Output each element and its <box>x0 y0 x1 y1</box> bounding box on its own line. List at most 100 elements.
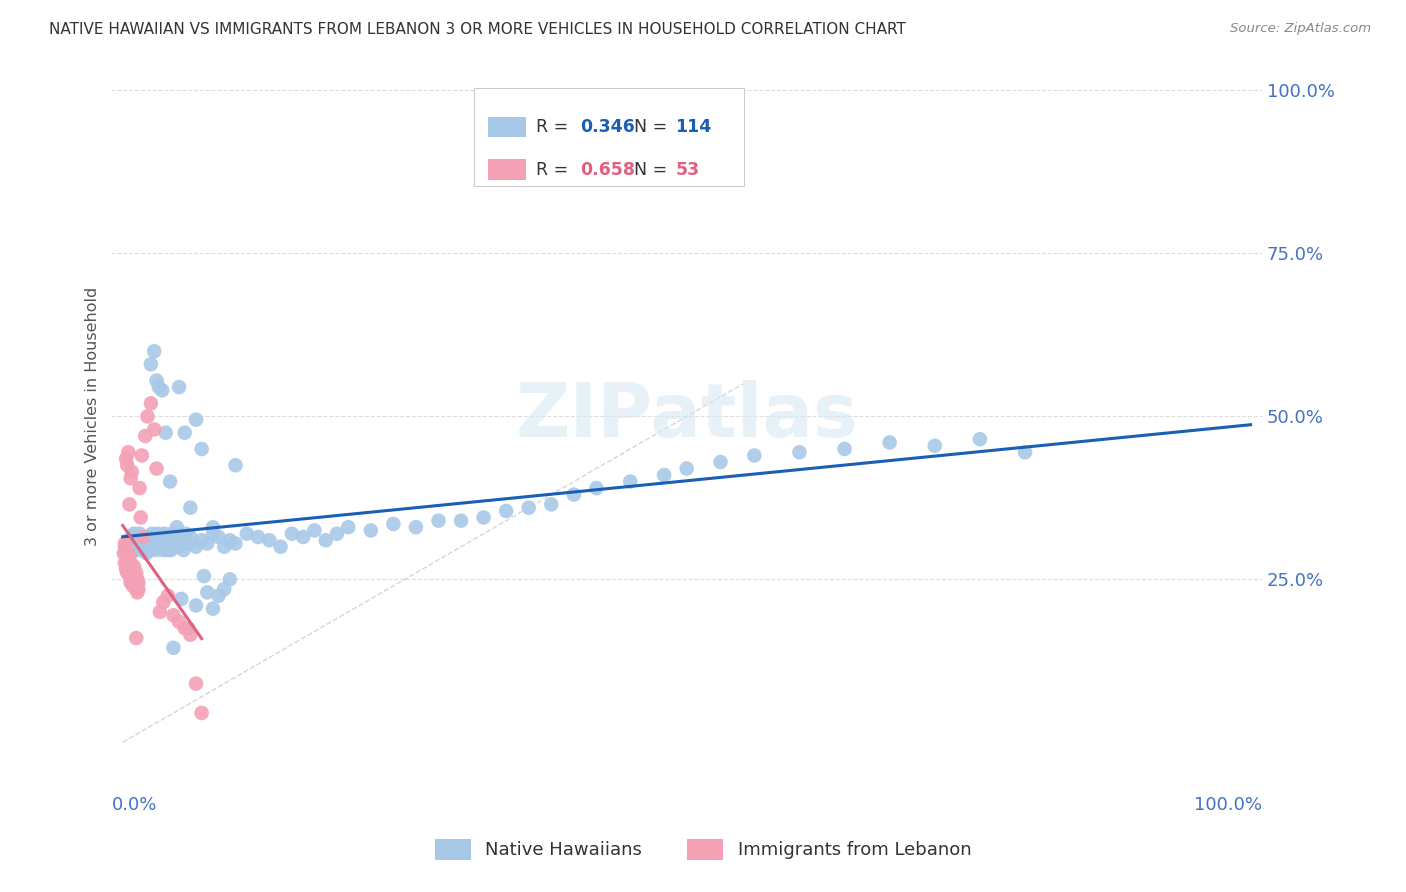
Point <box>150 533 173 548</box>
Y-axis label: 3 or more Vehicles in Household: 3 or more Vehicles in Household <box>86 286 100 546</box>
Point <box>129 510 152 524</box>
Point <box>125 631 148 645</box>
Point <box>174 526 197 541</box>
Point <box>122 575 145 590</box>
Point <box>472 510 495 524</box>
Point <box>166 520 188 534</box>
Point <box>121 572 143 586</box>
Point <box>124 579 146 593</box>
Point <box>136 409 159 424</box>
Point <box>121 543 143 558</box>
Point <box>121 530 143 544</box>
Point <box>129 540 152 554</box>
Point <box>744 449 766 463</box>
Point <box>143 533 166 548</box>
Point <box>360 524 382 538</box>
Point <box>115 458 138 473</box>
Point <box>125 543 148 558</box>
Point <box>148 380 170 394</box>
Text: 53: 53 <box>675 161 699 178</box>
Point <box>259 533 281 548</box>
Text: 0.658: 0.658 <box>579 161 634 178</box>
Point <box>142 536 165 550</box>
Point <box>218 572 240 586</box>
Point <box>118 549 141 564</box>
Point <box>141 526 163 541</box>
Point <box>166 540 188 554</box>
Point <box>1014 445 1036 459</box>
Point <box>146 526 169 541</box>
Point <box>619 475 641 489</box>
Point <box>789 445 811 459</box>
Point <box>118 569 141 583</box>
Point <box>149 605 172 619</box>
Point <box>145 543 167 558</box>
Point <box>120 536 142 550</box>
Point <box>136 530 159 544</box>
Point <box>179 530 201 544</box>
Point <box>124 569 146 583</box>
Point <box>652 468 675 483</box>
Point <box>150 384 173 398</box>
Point <box>121 563 143 577</box>
Point <box>170 536 193 550</box>
Point <box>212 582 235 596</box>
Point <box>159 475 181 489</box>
Point <box>173 543 195 558</box>
Point <box>159 533 181 548</box>
Point <box>162 608 184 623</box>
Point <box>173 621 195 635</box>
Point <box>138 540 160 554</box>
Point <box>131 449 153 463</box>
Point <box>139 543 162 558</box>
Point <box>127 533 149 548</box>
Point <box>495 504 517 518</box>
Point <box>148 530 170 544</box>
Point <box>382 516 405 531</box>
Point <box>184 676 207 690</box>
Point <box>450 514 472 528</box>
Point <box>115 543 138 558</box>
Point <box>969 432 991 446</box>
Point <box>143 422 166 436</box>
Point <box>121 465 143 479</box>
Point <box>114 536 136 550</box>
Point <box>834 442 856 456</box>
Point <box>139 533 162 548</box>
Point <box>120 556 142 570</box>
Point <box>184 599 207 613</box>
Point <box>585 481 607 495</box>
Point <box>114 540 136 554</box>
Point <box>179 628 201 642</box>
Point <box>139 357 162 371</box>
Point <box>127 575 149 590</box>
Point <box>218 533 240 548</box>
Point <box>224 458 246 473</box>
Point <box>127 582 149 596</box>
FancyBboxPatch shape <box>488 117 526 137</box>
Point <box>562 488 585 502</box>
Point <box>540 497 562 511</box>
Point <box>153 526 176 541</box>
Point <box>131 543 153 558</box>
Text: 100.0%: 100.0% <box>1194 796 1263 814</box>
Point <box>150 540 173 554</box>
Point <box>117 559 139 574</box>
Point <box>160 543 183 558</box>
FancyBboxPatch shape <box>474 87 744 186</box>
Point <box>190 442 212 456</box>
Point <box>270 540 292 554</box>
Point <box>122 559 145 574</box>
Point <box>167 533 190 548</box>
Point <box>120 471 142 485</box>
Point <box>177 621 200 635</box>
Point <box>145 374 167 388</box>
Point <box>167 615 190 629</box>
Point <box>162 536 184 550</box>
Point <box>145 461 167 475</box>
Text: 0.0%: 0.0% <box>111 796 157 814</box>
Point <box>924 439 946 453</box>
Point <box>193 569 215 583</box>
Point <box>115 566 138 580</box>
Point <box>195 536 218 550</box>
